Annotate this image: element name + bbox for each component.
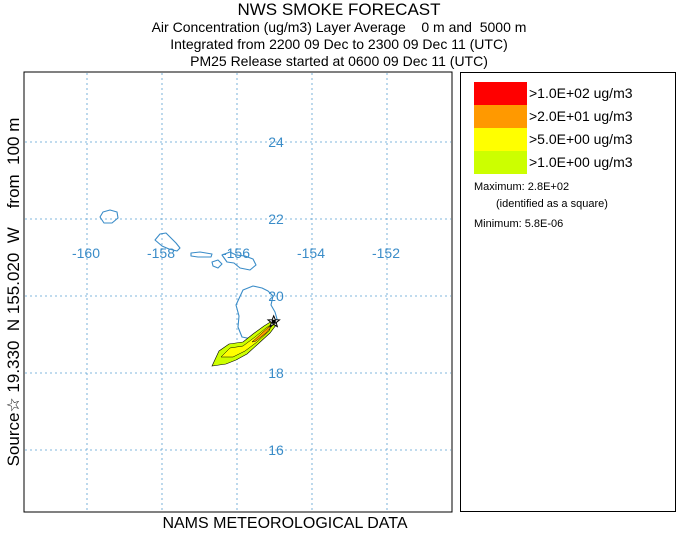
latitude-label: 20: [268, 288, 284, 304]
longitude-label: -152: [372, 245, 400, 261]
island-lanai: [211, 259, 223, 269]
legend-label: >1.0E+02 ug/m3: [529, 85, 633, 101]
latitude-label: 22: [268, 211, 284, 227]
legend-label: >1.0E+00 ug/m3: [529, 154, 633, 170]
legend-max-note: (identified as a square): [496, 198, 608, 210]
legend-item: >1.0E+02 ug/m3: [474, 82, 670, 105]
longitude-label: -156: [222, 245, 250, 261]
latitude-label: 24: [268, 134, 284, 150]
map-frame: [23, 71, 453, 513]
legend-swatch: [474, 105, 527, 128]
legend-item: >2.0E+01 ug/m3: [474, 105, 670, 128]
legend-item: >1.0E+00 ug/m3: [474, 151, 670, 174]
legend-item: >5.0E+00 ug/m3: [474, 128, 670, 151]
legend-panel: >1.0E+02 ug/m3 >2.0E+01 ug/m3 >5.0E+00 u…: [460, 72, 676, 512]
island-niihau: [99, 209, 119, 224]
legend-swatch: [474, 151, 527, 174]
longitude-labels: -160 -158 -156 -154 -152: [72, 245, 400, 261]
max-square: [271, 319, 276, 324]
island-oahu: [154, 232, 181, 252]
island-maui: [221, 251, 257, 271]
data-source-footer: NAMS METEOROLOGICAL DATA: [162, 515, 408, 532]
title-line-1: Air Concentration (ug/m3) Layer Average …: [151, 19, 527, 35]
latitude-label: 16: [268, 442, 284, 458]
title-block: NWS SMOKE FORECAST Air Concentration (ug…: [0, 0, 678, 70]
title-line-3: PM25 Release started at 0600 09 Dec 11 (…: [190, 53, 488, 69]
legend-swatch: [474, 82, 527, 105]
star-icon: [266, 314, 281, 328]
legend-maximum: Maximum: 2.8E+02: [474, 181, 570, 193]
longitude-label: -160: [72, 245, 100, 261]
longitude-label: -154: [297, 245, 325, 261]
legend-swatch: [474, 128, 527, 151]
title-line-2: Integrated from 2200 09 Dec to 2300 09 D…: [170, 36, 508, 52]
longitude-label: -158: [147, 245, 175, 261]
graticule: [25, 73, 451, 511]
legend-label: >2.0E+01 ug/m3: [529, 108, 633, 124]
legend-minimum: Minimum: 5.8E-06: [474, 218, 564, 230]
island-molokai: [190, 251, 213, 258]
latitude-labels: 24 22 20 18 16: [268, 134, 284, 458]
legend-label: >5.0E+00 ug/m3: [529, 131, 633, 147]
map-title: NWS SMOKE FORECAST: [237, 0, 441, 19]
latitude-label: 18: [268, 365, 284, 381]
